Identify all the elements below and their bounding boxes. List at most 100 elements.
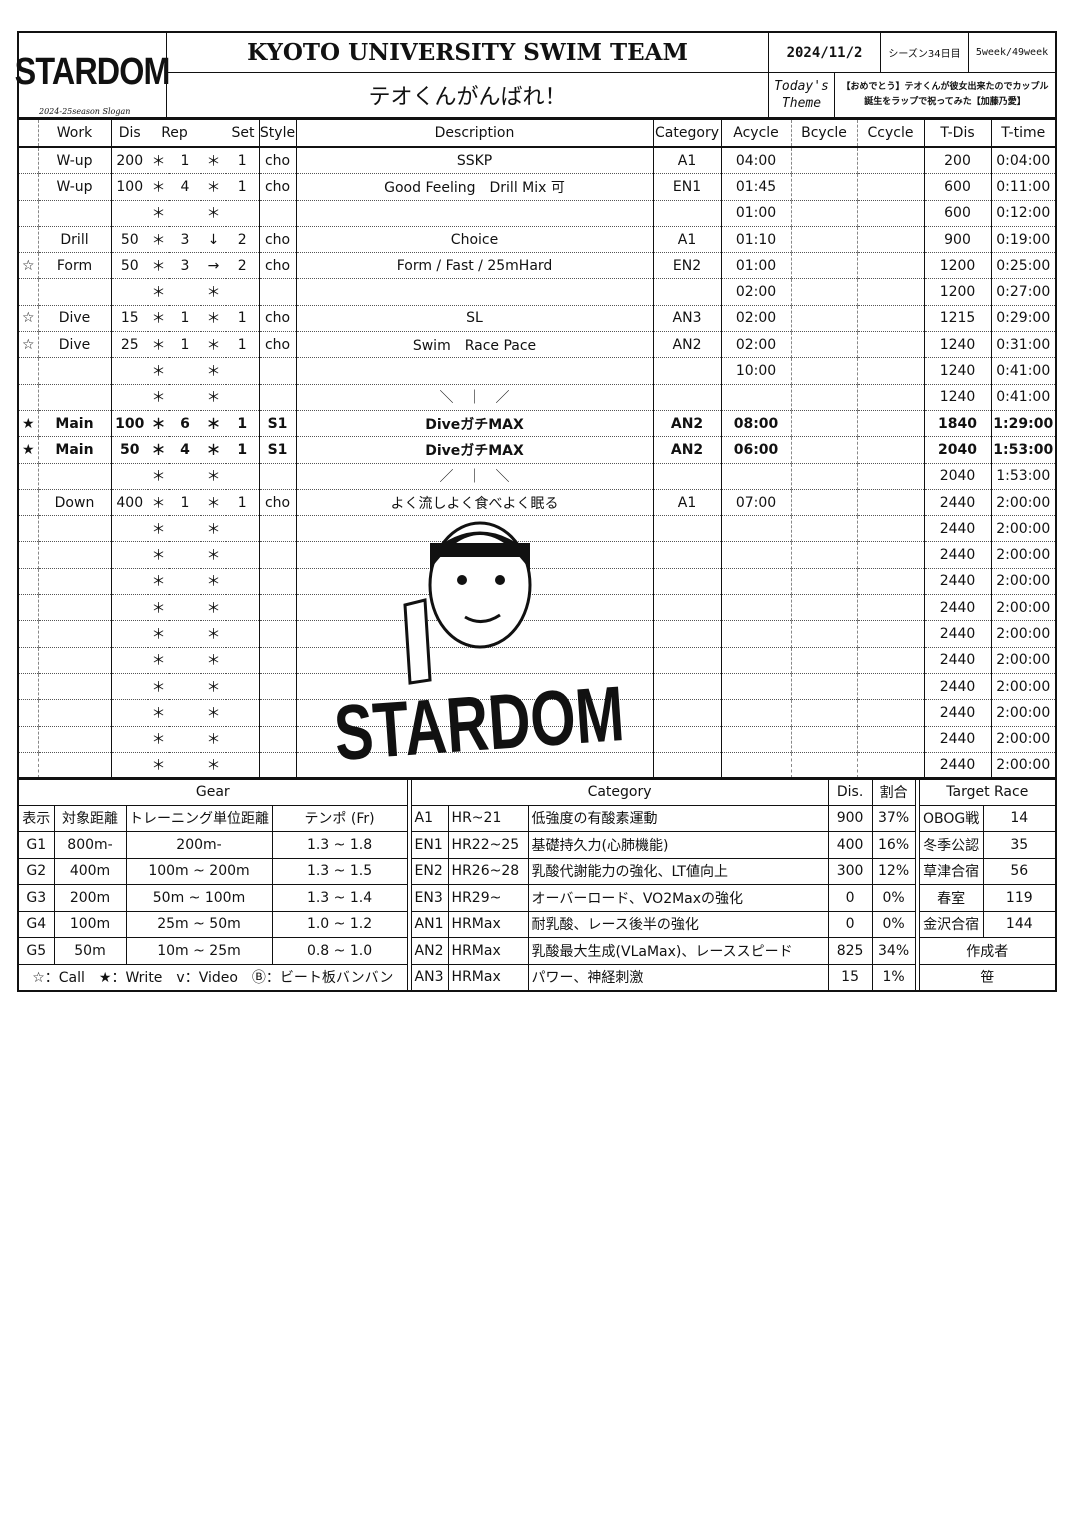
op2-cell: ＊ <box>201 173 227 201</box>
category-cell <box>653 752 722 780</box>
target-race-name: 春室 <box>918 884 984 912</box>
mark-cell <box>18 200 39 227</box>
category-cell <box>653 278 722 306</box>
table-row[interactable]: ＊ ＊ 2440 2:00:00 <box>18 673 1057 701</box>
table-row[interactable]: ☆ Form 50 ＊ 3 → 2 cho Form / Fast / 25mHard EN2 01… <box>18 252 1057 280</box>
table-row[interactable]: ☆ Dive 25 ＊ 1 ＊ 1 cho Swim Race Pace AN2 02:00 1240… <box>18 331 1057 359</box>
dis-cell <box>111 699 148 727</box>
bcycle-cell <box>791 699 858 727</box>
table-row[interactable]: ＊ ＊ 2440 2:00:00 <box>18 515 1057 543</box>
op1-cell: ＊ <box>148 673 169 701</box>
mark-cell: ☆ <box>18 305 39 333</box>
style-cell <box>259 515 297 543</box>
ccycle-cell <box>857 489 925 517</box>
table-row[interactable]: W-up 200 ＊ 1 ＊ 1 cho SSKP A1 04:00 200 0:04:00 <box>18 147 1057 175</box>
table-row[interactable]: ☆ Dive 15 ＊ 1 ＊ 1 cho SL AN3 02:00 1215 0:29:00 <box>18 305 1057 333</box>
category-cell: A1 <box>653 147 722 175</box>
summary-row: G2 400m 100m ~ 200m 1.3 ~ 1.5 EN2 HR26~28 乳酸代謝… <box>17 857 1057 885</box>
acycle-cell: 01:00 <box>721 200 792 227</box>
style-cell <box>259 463 297 490</box>
op1-cell: ＊ <box>148 463 169 490</box>
table-row[interactable]: ＊ ＊ ／ ｜ ＼ 2040 1:53:00 <box>18 463 1057 490</box>
category-ratio: 1% <box>871 963 916 992</box>
style-cell <box>259 726 297 753</box>
rep-cell <box>169 594 202 622</box>
gear-cell: 1.3 ~ 1.4 <box>271 884 408 912</box>
table-row[interactable]: Drill 50 ＊ 3 ↓ 2 cho Choice A1 01:10 900 0:19:00 <box>18 226 1057 254</box>
op2-cell: → <box>201 252 227 280</box>
ratio-header: 割合 <box>871 777 916 806</box>
mark-cell <box>18 173 39 201</box>
dis-cell <box>111 726 148 753</box>
set-cell <box>226 699 260 727</box>
category-ratio: 37% <box>871 804 916 832</box>
table-row[interactable]: ＊ ＊ 2440 2:00:00 <box>18 726 1057 753</box>
category-cell <box>653 541 722 569</box>
t-time-cell: 2:00:00 <box>991 515 1057 543</box>
col-t-time: T-time <box>991 119 1057 148</box>
summary-row: G4 100m 25m ~ 50m 1.0 ~ 1.2 AN1 HRMax 耐乳酸、レース後… <box>17 910 1057 938</box>
op1-cell: ＊ <box>148 620 169 648</box>
category-code: AN2 <box>410 937 449 965</box>
gear-header-cell: 表示 <box>17 804 55 832</box>
work-cell <box>38 515 112 543</box>
acycle-cell <box>721 699 792 727</box>
bcycle-cell <box>791 200 858 227</box>
table-row[interactable]: ★ Main 100 ＊ 6 ＊ 1 S1 DiveガチMAX AN2 08:00 1840 1:29:… <box>18 410 1057 438</box>
t-dis-cell: 1240 <box>924 331 992 359</box>
style-cell: cho <box>259 331 297 359</box>
mark-cell <box>18 620 39 648</box>
t-time-cell: 2:00:00 <box>991 489 1057 517</box>
acycle-cell <box>721 568 792 596</box>
category-cell: AN2 <box>653 331 722 359</box>
description-cell: Good Feeling Drill Mix 可 <box>296 173 654 201</box>
op2-cell: ＊ <box>201 752 227 780</box>
target-race-name: OBOG戦 <box>918 804 984 832</box>
mark-cell: ★ <box>18 410 39 438</box>
t-dis-cell: 2440 <box>924 594 992 622</box>
t-time-cell: 2:00:00 <box>991 541 1057 569</box>
description-cell: SSKP <box>296 147 654 175</box>
category-cell <box>653 594 722 622</box>
table-row[interactable]: ＊ ＊ 2440 2:00:00 <box>18 647 1057 674</box>
category-ratio: 16% <box>871 831 916 859</box>
table-row[interactable]: ＊ ＊ 01:00 600 0:12:00 <box>18 200 1057 227</box>
ccycle-cell <box>857 173 925 201</box>
rep-cell <box>169 463 202 490</box>
gear-cell: 800m- <box>53 831 127 859</box>
op1-cell: ＊ <box>148 594 169 622</box>
acycle-cell <box>721 594 792 622</box>
category-hr: HR~21 <box>447 804 529 832</box>
style-cell: cho <box>259 173 297 201</box>
op2-cell: ＊ <box>201 305 227 333</box>
table-row[interactable]: ＊ ＊ 02:00 1200 0:27:00 <box>18 278 1057 306</box>
category-code: AN1 <box>410 910 449 938</box>
table-row[interactable]: ＊ ＊ 2440 2:00:00 <box>18 699 1057 727</box>
t-dis-cell: 2040 <box>924 463 992 490</box>
dis-cell: 50 <box>111 436 148 464</box>
gear-cell: G2 <box>17 857 55 885</box>
t-dis-cell: 2440 <box>924 489 992 517</box>
t-dis-cell: 1215 <box>924 305 992 333</box>
style-cell <box>259 647 297 674</box>
t-time-cell: 1:29:00 <box>991 410 1057 438</box>
rep-cell <box>169 752 202 780</box>
table-row[interactable]: ＊ ＊ 2440 2:00:00 <box>18 620 1057 648</box>
bcycle-cell <box>791 147 858 175</box>
table-row[interactable]: W-up 100 ＊ 4 ＊ 1 cho Good Feeling Drill Mix 可 EN… <box>18 173 1057 201</box>
bcycle-cell <box>791 673 858 701</box>
category-cell: AN2 <box>653 436 722 464</box>
table-row[interactable]: ＊ ＊ 2440 2:00:00 <box>18 541 1057 569</box>
table-row[interactable]: ＊ ＊ ＼ ｜ ／ 1240 0:41:00 <box>18 384 1057 411</box>
category-ratio: 12% <box>871 857 916 885</box>
table-row[interactable]: Down 400 ＊ 1 ＊ 1 cho よく流しよく食べよく眠る A1 07:00 2440 2:0… <box>18 489 1057 517</box>
gear-title: Gear <box>17 777 408 806</box>
description-cell: Swim Race Pace <box>296 331 654 359</box>
category-dis: 900 <box>827 804 873 832</box>
table-row[interactable]: ★ Main 50 ＊ 4 ＊ 1 S1 DiveガチMAX AN2 06:00 2040 1:53:0… <box>18 436 1057 464</box>
summary-row: ☆：Call ★：Write v：Video Ⓑ：ビート板バンバン AN3 HRMa… <box>17 963 1057 992</box>
table-row[interactable]: ＊ ＊ 10:00 1240 0:41:00 <box>18 357 1057 385</box>
table-row[interactable]: ＊ ＊ 2440 2:00:00 <box>18 752 1057 780</box>
set-cell <box>226 463 260 490</box>
acycle-cell <box>721 541 792 569</box>
